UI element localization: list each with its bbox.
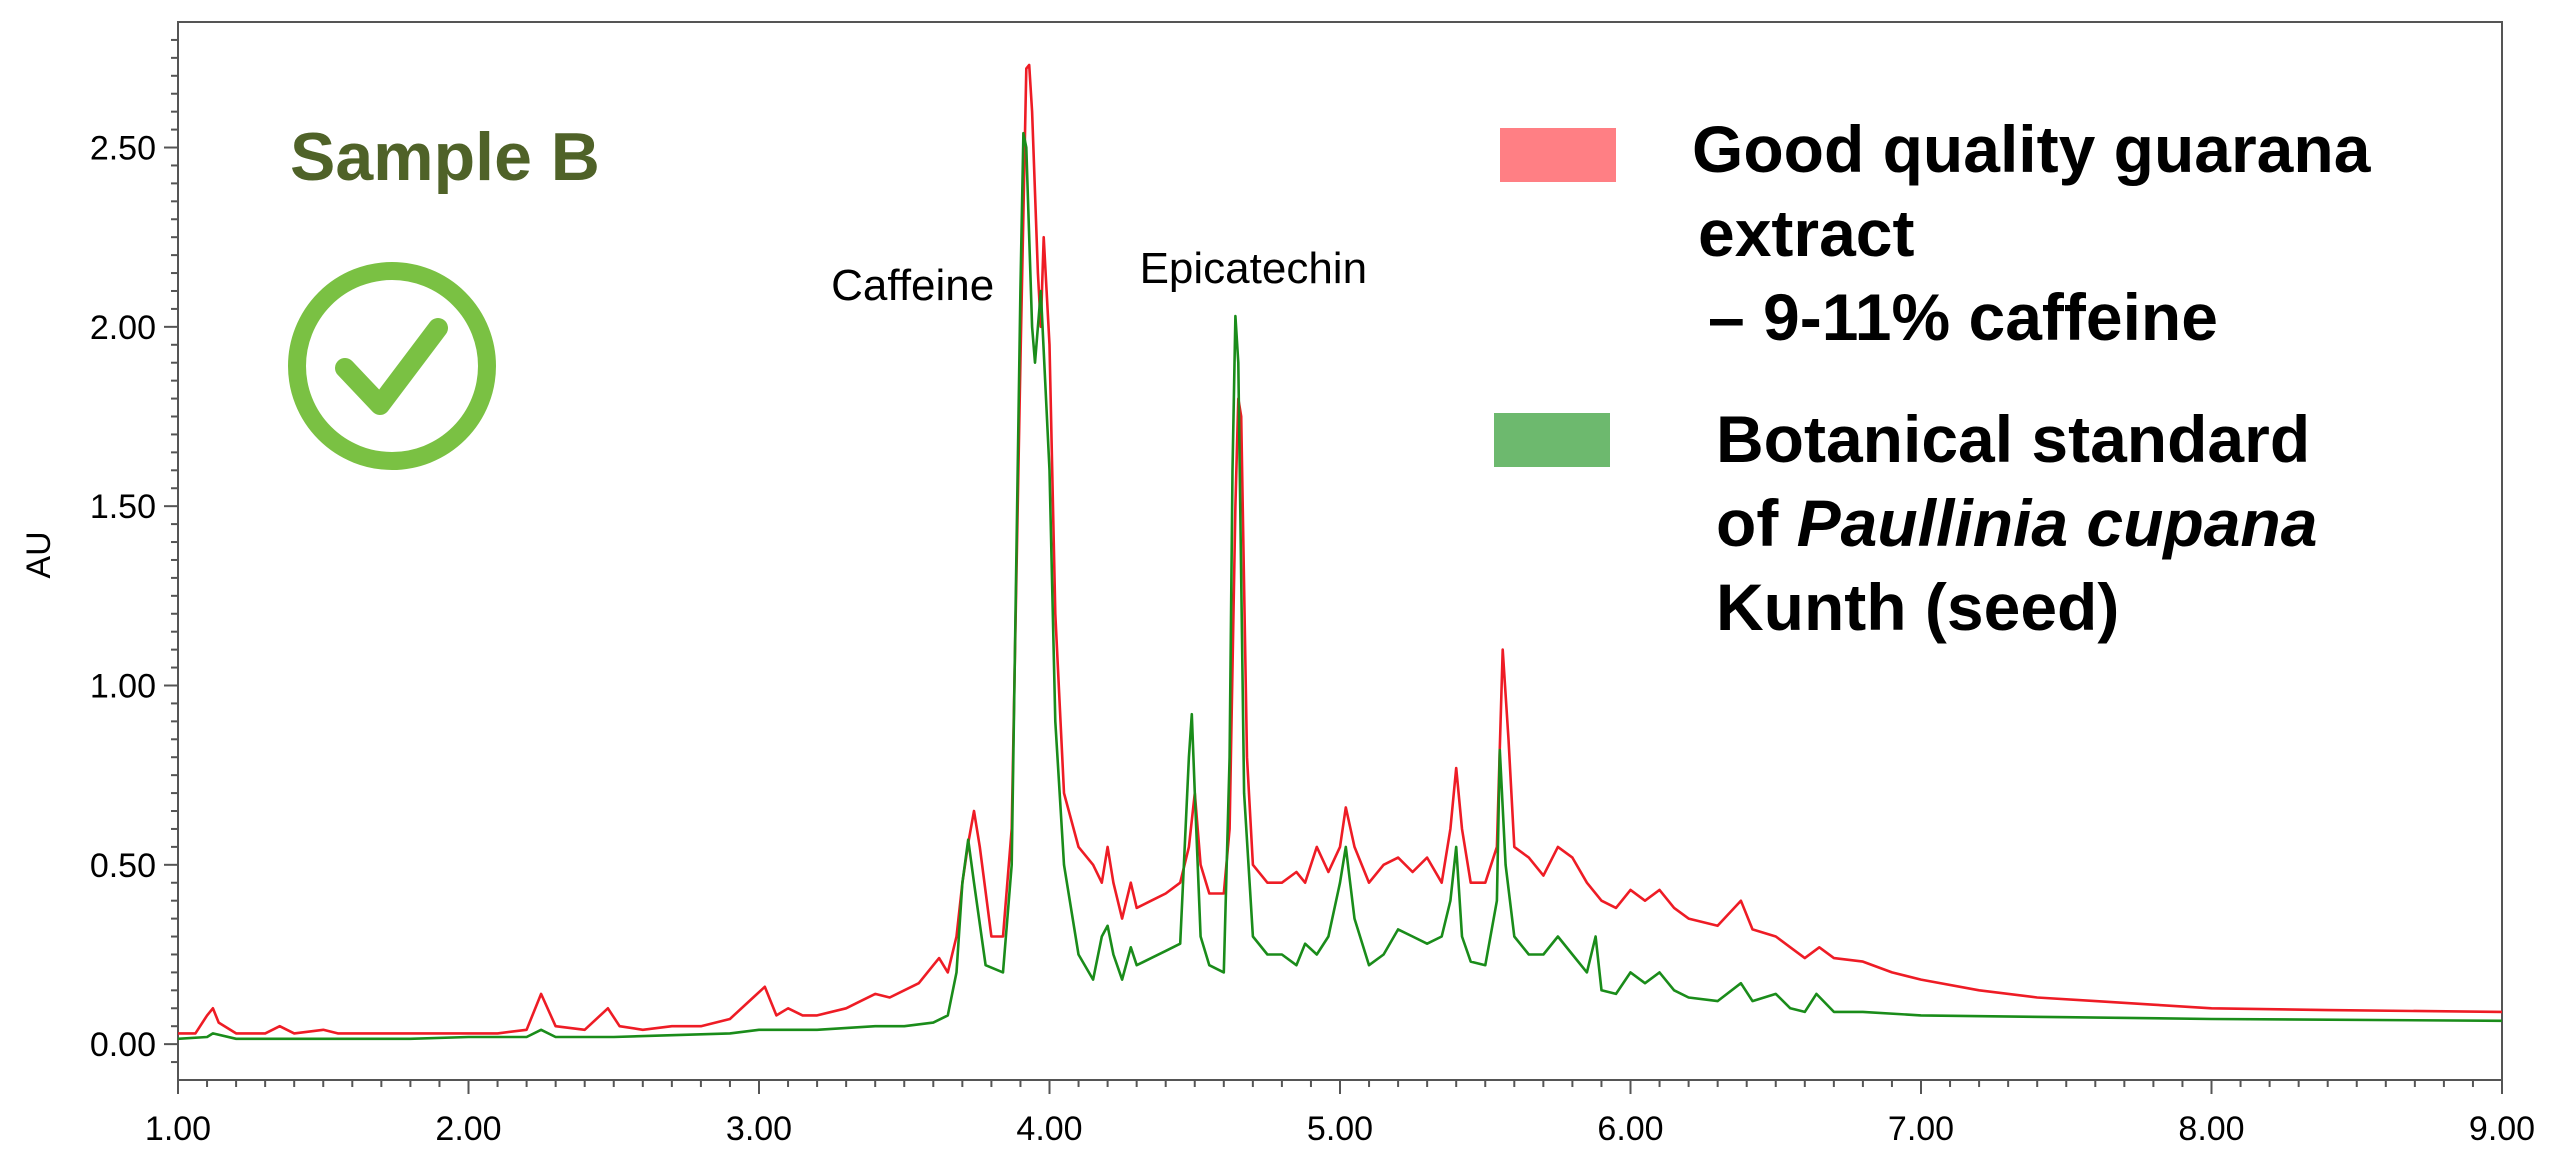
x-tick-label: 4.00 <box>1016 1110 1082 1148</box>
legend: Good quality guarana extract – 9-11% caffe… <box>1494 112 2372 644</box>
legend-label-line: of Paullinia cupana <box>1716 486 2317 560</box>
series-line-guarana-extract <box>178 63 2503 1035</box>
y-axis-title: AU <box>20 531 58 578</box>
peak-label-epicatechin: Epicatechin <box>1140 244 1367 293</box>
x-tick-label: 3.00 <box>726 1110 792 1148</box>
legend-label-line: Kunth (seed) <box>1716 570 2119 644</box>
y-tick-label: 0.00 <box>90 1026 156 1064</box>
y-tick-label: 1.00 <box>90 667 156 705</box>
x-tick-label: 2.00 <box>435 1110 501 1148</box>
legend-label-line: – 9-11% caffeine <box>1708 280 2218 354</box>
legend-label-line: Good quality guarana <box>1692 112 2372 186</box>
y-axis: 0.00 0.50 1.00 1.50 2.00 2.50 <box>90 38 178 1064</box>
plot-area <box>177 21 2503 1081</box>
series-group <box>177 63 2503 1041</box>
legend-label-line: extract <box>1698 196 1914 270</box>
legend-swatch <box>1494 413 1610 467</box>
x-tick-label: 6.00 <box>1597 1110 1663 1148</box>
x-tick-label: 5.00 <box>1307 1110 1373 1148</box>
x-tick-label: 7.00 <box>1888 1110 1954 1148</box>
x-tick-label: 9.00 <box>2469 1110 2535 1148</box>
peak-label-caffeine: Caffeine <box>831 261 994 310</box>
legend-label-line: Botanical standard <box>1716 402 2310 476</box>
x-tick-label: 8.00 <box>2178 1110 2244 1148</box>
series-line-botanical-standard <box>177 131 2503 1041</box>
x-tick-label: 1.00 <box>145 1110 211 1148</box>
x-axis: 1.00 2.00 3.00 4.00 5.00 6.00 7.00 8.00 9.00 <box>145 1080 2535 1148</box>
y-tick-label: 2.50 <box>90 130 156 168</box>
y-tick-label: 1.50 <box>90 488 156 526</box>
peak-annotations: Caffeine Epicatechin <box>831 244 1367 310</box>
y-tick-label: 0.50 <box>90 847 156 885</box>
y-tick-label: 2.00 <box>90 309 156 347</box>
check-circle-icon <box>288 262 496 470</box>
chart-title: Sample B <box>290 119 600 195</box>
legend-swatch <box>1500 128 1616 182</box>
